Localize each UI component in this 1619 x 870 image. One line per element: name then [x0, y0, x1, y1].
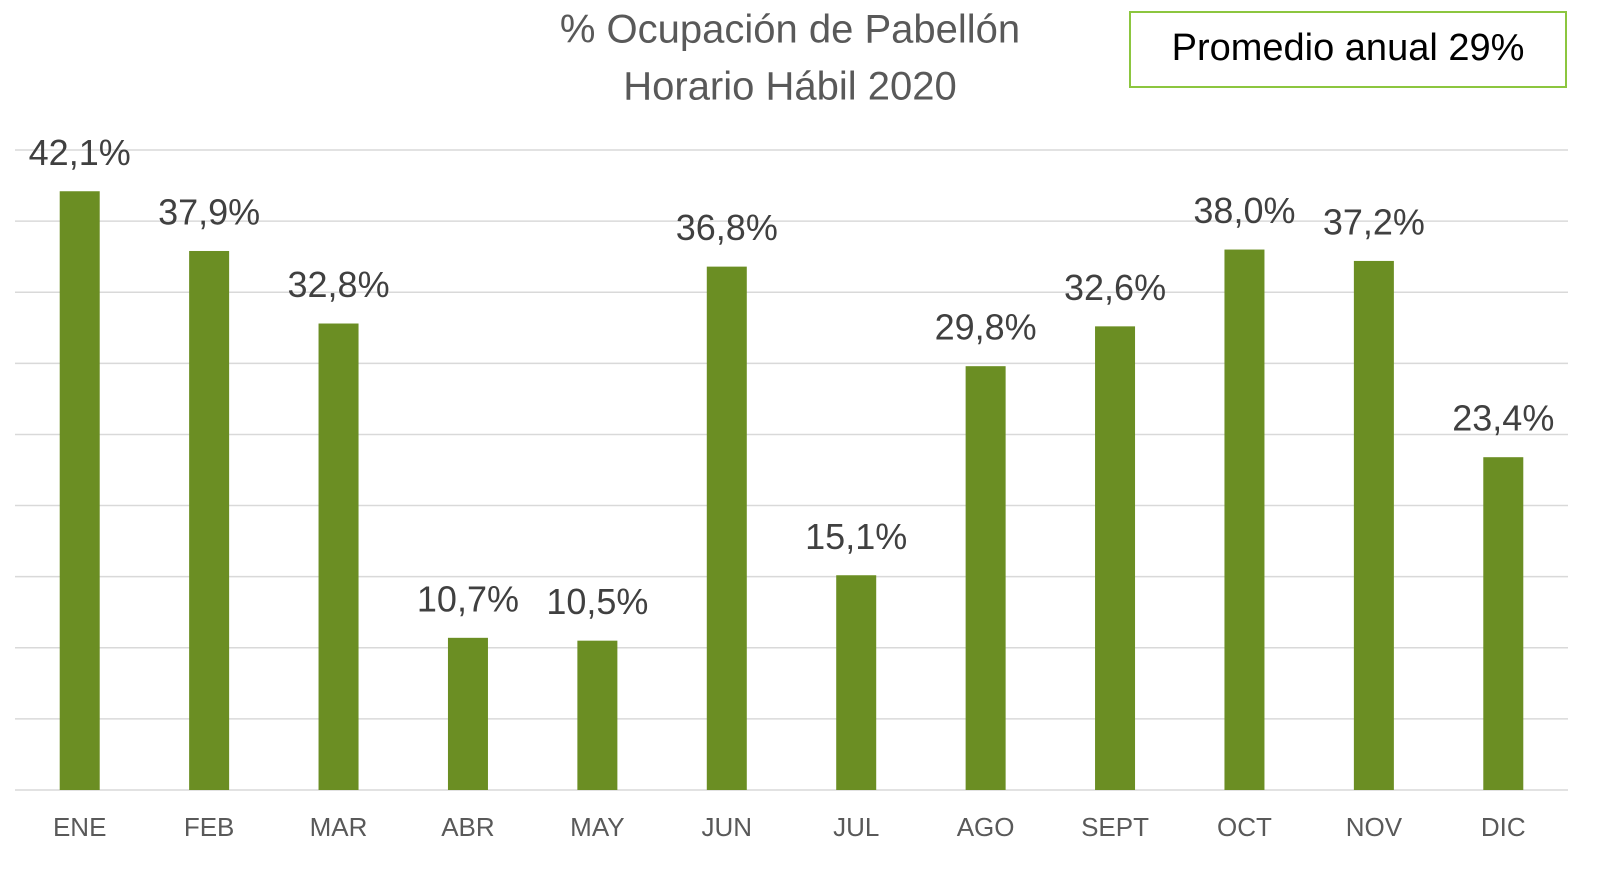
bar [577, 640, 618, 790]
bar [318, 323, 359, 790]
x-tick-label: OCT [1217, 812, 1272, 842]
data-label: 32,8% [288, 264, 390, 305]
bar [706, 266, 747, 791]
bar [189, 250, 230, 790]
data-label: 10,5% [546, 581, 648, 622]
data-label: 32,6% [1064, 267, 1166, 308]
annotation: Promedio anual 29% [1172, 27, 1525, 69]
data-label: 36,8% [676, 207, 778, 248]
x-tick-label: JUL [833, 812, 879, 842]
data-label: 29,8% [935, 307, 1037, 348]
bar [1483, 457, 1524, 790]
data-label: 15,1% [805, 516, 907, 557]
data-label: 42,1% [29, 132, 131, 173]
bar [965, 366, 1006, 790]
bar [836, 575, 877, 790]
annotation-box [1129, 11, 1567, 88]
bar [59, 191, 100, 790]
bar [447, 637, 488, 790]
data-label: 10,7% [417, 578, 519, 619]
chart-title: Horario Hábil 2020 [623, 65, 957, 109]
bar [1224, 249, 1265, 791]
data-label: 37,2% [1323, 201, 1425, 242]
bar [1095, 326, 1136, 790]
data-label: 38,0% [1193, 190, 1295, 231]
x-tick-label: NOV [1346, 812, 1403, 842]
x-tick-label: MAY [570, 812, 624, 842]
x-tick-label: SEPT [1081, 812, 1149, 842]
x-tick-label: FEB [184, 812, 235, 842]
x-tick-label: DIC [1481, 812, 1526, 842]
x-tick-label: ABR [441, 812, 494, 842]
data-label: 23,4% [1452, 398, 1554, 439]
x-tick-label: AGO [957, 812, 1015, 842]
data-label: 37,9% [158, 191, 260, 232]
chart-title: % Ocupación de Pabellón [560, 8, 1020, 52]
x-tick-label: JUN [702, 812, 753, 842]
x-tick-label: ENE [53, 812, 106, 842]
x-tick-label: MAR [310, 812, 368, 842]
bar [1353, 260, 1394, 790]
